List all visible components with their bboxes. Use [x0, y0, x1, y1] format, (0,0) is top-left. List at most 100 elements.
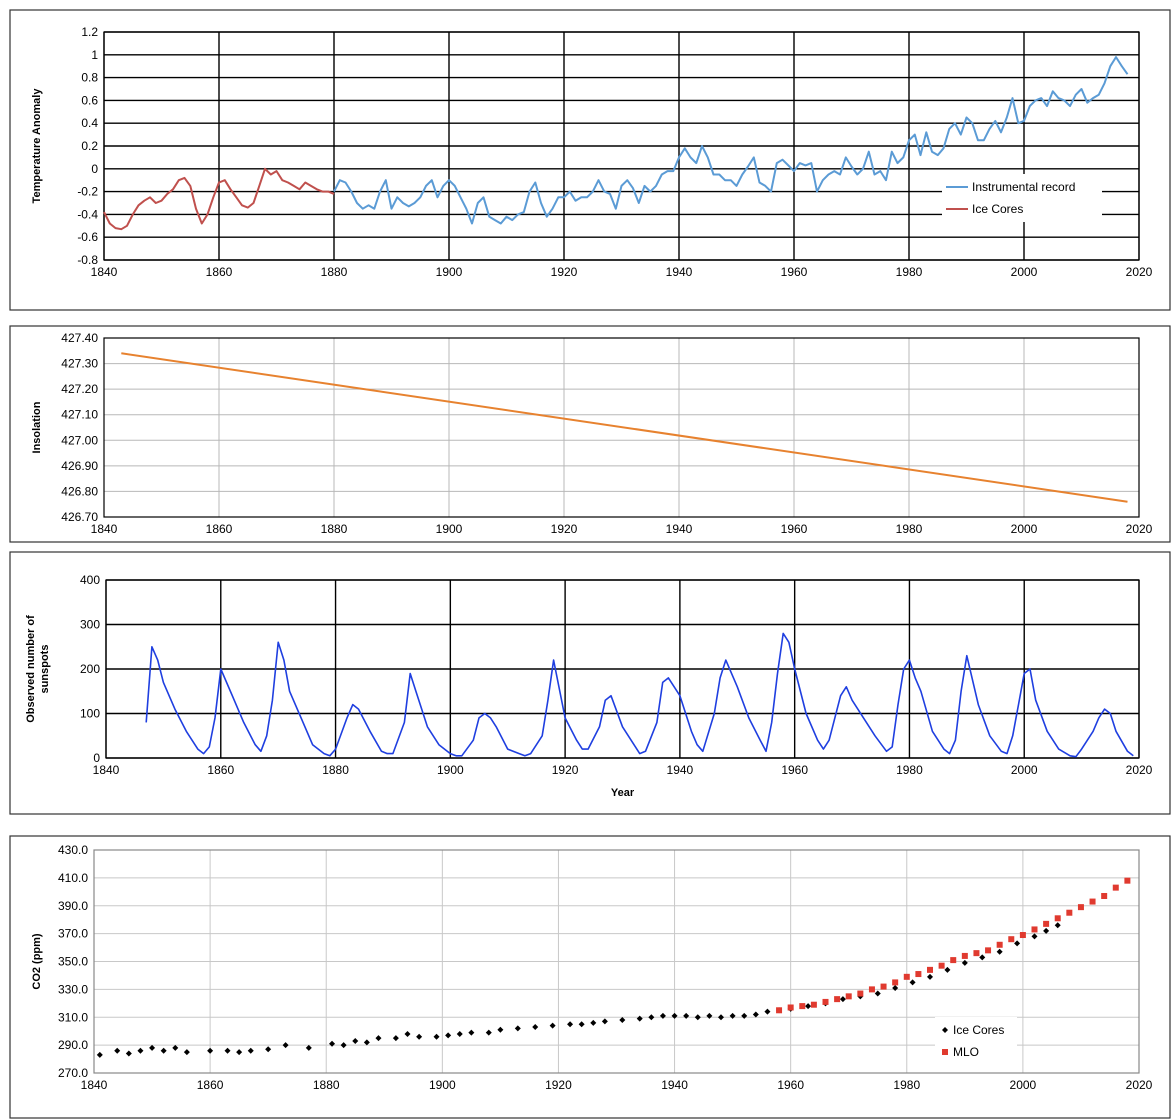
mlo-point [1112, 884, 1119, 891]
x-tick-label: 1880 [313, 1078, 340, 1092]
panel-frame [9, 325, 1171, 543]
y-axis-title: Temperature Anomaly [31, 88, 43, 204]
x-tick-label: 2000 [1011, 763, 1038, 777]
y-tick-label: -0.2 [77, 185, 98, 199]
x-tick-label: 1840 [93, 763, 120, 777]
x-tick-label: 1880 [322, 763, 349, 777]
y-tick-label: -0.8 [77, 253, 98, 267]
ice-core-point [363, 1039, 370, 1046]
ice-core-point [149, 1044, 156, 1051]
mlo-point [892, 979, 899, 986]
mlo-point [903, 973, 910, 980]
y-tick-label: 0.6 [81, 93, 98, 107]
ice-core-point [160, 1047, 167, 1054]
x-tick-label: 1860 [206, 522, 233, 536]
y-tick-label: 0.4 [81, 116, 98, 130]
legend-label: MLO [953, 1045, 979, 1059]
mlo-point [822, 998, 829, 1005]
panel-frame [9, 9, 1171, 311]
y-tick-label: 427.00 [61, 433, 98, 447]
ice-core-point [305, 1044, 312, 1051]
ice-core-point [96, 1051, 103, 1058]
y-tick-label: 310.0 [58, 1010, 88, 1024]
x-tick-label: 1960 [777, 1078, 804, 1092]
mlo-point [880, 983, 887, 990]
y-tick-label: 427.40 [61, 331, 98, 345]
y-tick-label: 400 [80, 573, 100, 587]
ice-core-point [683, 1012, 690, 1019]
ice-core-point [207, 1047, 214, 1054]
ice-core-point [114, 1047, 121, 1054]
x-tick-label: 1900 [436, 265, 463, 279]
insolation-chart: 426.70 426.80 426.90 427.00 427.10 427.20 427.… [9, 325, 1171, 543]
mlo-point [1043, 920, 1050, 927]
x-tick-label: 1940 [666, 265, 693, 279]
series-line-0 [333, 56, 1129, 225]
x-tick-label: 1960 [781, 265, 808, 279]
x-axis-title: Year [611, 787, 635, 799]
x-tick-label: 2000 [1011, 522, 1038, 536]
mlo-point [973, 950, 980, 957]
temperature-chart: -0.8 -0.6 -0.4 -0.2 0 0.2 0.4 0.6 0.8 1 1.2 1840 186… [9, 9, 1171, 311]
ice-core-point [1043, 927, 1050, 934]
y-tick-label: 200 [80, 662, 100, 676]
x-tick-label: 1980 [893, 1078, 920, 1092]
mlo-point [938, 962, 945, 969]
ice-core-point [694, 1014, 701, 1021]
y-axis-title: Insolation [31, 401, 43, 453]
ice-core-point [892, 984, 899, 991]
mlo-point [950, 957, 957, 964]
ice-core-point [485, 1029, 492, 1036]
mlo-point [1101, 892, 1108, 899]
y-tick-label: -0.4 [77, 207, 98, 221]
mlo-point [857, 990, 864, 997]
y-tick-label: 427.10 [61, 408, 98, 422]
ice-core-point [567, 1021, 574, 1028]
ice-core-point [416, 1033, 423, 1040]
ice-core-point [445, 1032, 452, 1039]
ice-core-point [961, 959, 968, 966]
x-tick-label: 1860 [207, 763, 234, 777]
y-tick-label: 390.0 [58, 899, 88, 913]
ice-core-point [404, 1030, 411, 1037]
x-tick-label: 1980 [896, 522, 923, 536]
y-tick-label: 410.0 [58, 871, 88, 885]
ice-core-point [839, 996, 846, 1003]
x-tick-label: 1920 [552, 763, 579, 777]
y-tick-label: 300 [80, 618, 100, 632]
ice-core-point [706, 1012, 713, 1019]
x-tick-label: 1980 [896, 265, 923, 279]
ice-core-point [752, 1011, 759, 1018]
y-tick-label: 330.0 [58, 982, 88, 996]
mlo-point [1089, 898, 1096, 905]
series-line-0 [145, 632, 1134, 758]
mlo-point [787, 1004, 794, 1011]
legend-swatch [942, 1049, 948, 1055]
x-tick-label: 1920 [545, 1078, 572, 1092]
ice-core-point [1031, 933, 1038, 940]
y-axis-title: Observed number of [25, 615, 37, 723]
series-line-1 [103, 167, 335, 231]
x-tick-label: 1900 [437, 763, 464, 777]
x-tick-label: 1880 [321, 522, 348, 536]
mlo-point [776, 1007, 783, 1014]
mlo-point [927, 966, 933, 973]
x-tick-label: 1900 [436, 522, 463, 536]
ice-core-point [979, 954, 986, 961]
ice-core-point [805, 1003, 812, 1010]
y-tick-label: 290.0 [58, 1038, 88, 1052]
ice-core-point [329, 1040, 336, 1047]
ice-core-point [172, 1044, 179, 1051]
legend-box [942, 174, 1102, 222]
legend-swatch [942, 1027, 948, 1033]
ice-core-point [944, 966, 951, 973]
mlo-point [915, 971, 922, 978]
x-tick-label: 1860 [206, 265, 233, 279]
y-tick-label: 426.80 [61, 484, 98, 498]
plot-area [93, 849, 1140, 1074]
legend-label: Ice Cores [953, 1023, 1004, 1037]
x-tick-label: 1860 [197, 1078, 224, 1092]
panel-frame [9, 551, 1171, 815]
mlo-point [1124, 877, 1131, 884]
x-tick-label: 1940 [661, 1078, 688, 1092]
